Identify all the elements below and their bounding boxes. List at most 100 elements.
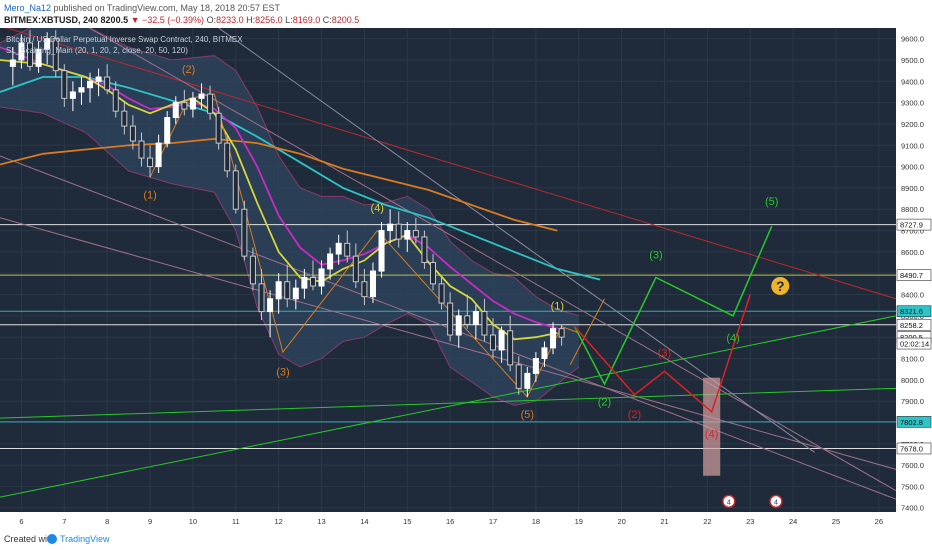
candle-body-22: [198, 93, 205, 99]
series-line-1: [0, 137, 558, 232]
candle-body-21: [189, 97, 196, 110]
time-tick-label-6: 12: [274, 517, 282, 526]
price-tick-label-20: 7600.0: [901, 461, 924, 470]
price-tick-label-4: 9200.0: [901, 120, 924, 129]
candle-body-14: [129, 125, 136, 142]
author-link[interactable]: Mero_Na12: [4, 3, 52, 13]
candle-body-2: [27, 42, 34, 67]
price-tick-label-1: 9500.0: [901, 56, 924, 65]
wave-label-9: (5): [765, 196, 778, 208]
candle-body-39: [344, 242, 351, 257]
candle-body-26: [232, 170, 239, 210]
candle-body-15: [138, 140, 145, 159]
time-axis[interactable]: 6 7 8 9 10 11 12 13 14 15 16 17 18 19 20 21 22 23 24 25 26: [0, 512, 932, 530]
candle-body-32: [284, 281, 291, 300]
close-label: C:: [322, 15, 332, 25]
price-change: ▼ −32.5 (−0.39%): [130, 15, 205, 25]
candle-body-38: [335, 242, 342, 255]
time-tick-label-10: 16: [446, 517, 454, 526]
candle-body-46: [404, 230, 411, 240]
candle-body-3: [35, 48, 42, 67]
price-badge-label-3: 8258.2: [900, 321, 923, 330]
price-badge-5: [896, 337, 932, 350]
close-value: 8200.5: [331, 15, 360, 25]
created-with-text: Created with: [4, 534, 55, 544]
candle-body-1: [18, 42, 25, 61]
wave-label-8: (4): [726, 332, 739, 344]
price-axis[interactable]: 9600.0 9500.0 9400.0 9300.0 9200.0 9100.0 9000…: [896, 28, 932, 530]
question-badge-icon: [771, 276, 790, 295]
candle-body-16: [147, 157, 154, 168]
candle-body-62: [541, 347, 548, 359]
wave-label-4: (5): [521, 409, 534, 421]
time-tick-label-5: 11: [232, 517, 240, 526]
wave-label-3: (4): [371, 202, 384, 214]
candle-body-18: [164, 117, 171, 144]
last-price: 8200.5: [100, 15, 129, 25]
candle-body-5: [52, 38, 59, 72]
publish-info: Mero_Na12 published on TradingView.com, …: [4, 3, 280, 13]
time-tick-label-8: 14: [360, 517, 368, 526]
tradingview-logo-icon: [47, 534, 57, 544]
time-tick-label-17: 23: [746, 517, 754, 526]
time-tick-label-3: 9: [148, 517, 152, 526]
price-tick-label-0: 9600.0: [901, 35, 924, 44]
candle-body-56: [490, 334, 497, 351]
price-tick-label-6: 9000.0: [901, 163, 924, 172]
candle-body-20: [181, 102, 188, 110]
candle-body-24: [215, 112, 222, 144]
price-tick-label-17: 7900.0: [901, 397, 924, 406]
candle-body-53: [464, 315, 471, 325]
question-mark-text: ?: [776, 278, 785, 294]
price-badge-label-0: 8727.9: [900, 221, 923, 230]
price-tick-label-21: 7500.0: [901, 482, 924, 491]
candles: [9, 30, 565, 397]
price-badge-6: [896, 416, 932, 428]
price-tick-label-16: 8000.0: [901, 376, 924, 385]
price-badge-label-6: 7802.8: [900, 418, 923, 427]
candle-body-60: [524, 372, 531, 389]
wave-label-12: (4): [705, 428, 718, 440]
time-tick-label-14: 20: [617, 517, 625, 526]
bollinger-upper-line: [0, 28, 579, 317]
trend-line-1: [88, 28, 897, 492]
price-tick-label-22: 7400.0: [901, 504, 924, 513]
price-chart[interactable]: (1) (2) (3) (4) (5) (1) (2) (3) (4) (5) (2) (3) (4)?…: [0, 28, 932, 530]
candle-body-59: [515, 364, 522, 389]
candle-body-51: [447, 302, 454, 336]
time-tick-label-2: 8: [105, 517, 109, 526]
tradingview-link[interactable]: TradingView: [60, 534, 110, 544]
candle-body-9: [87, 80, 94, 89]
candle-body-44: [387, 223, 394, 232]
price-badge-0: [896, 218, 932, 231]
candle-body-41: [361, 281, 368, 298]
candle-body-37: [327, 253, 334, 270]
candle-body-35: [309, 276, 316, 287]
candle-body-12: [112, 89, 119, 112]
price-badge-label-7: 7678.0: [900, 444, 923, 453]
price-tick-label-15: 8100.0: [901, 354, 924, 363]
time-tick-label-20: 26: [875, 517, 883, 526]
candle-body-11: [104, 76, 111, 91]
candle-body-48: [421, 236, 428, 264]
bollinger-lower-line: [0, 106, 580, 406]
low-value: 8169.0: [292, 15, 321, 25]
event-badge-icon-1: [769, 494, 783, 509]
wave-scenario-bearish: [573, 294, 751, 414]
series-line-2: [0, 46, 558, 330]
price-tick-label-10: 8600.0: [901, 248, 924, 257]
price-tick-label-7: 8900.0: [901, 184, 924, 193]
price-badge-1: [896, 269, 932, 281]
chart-area[interactable]: (1) (2) (3) (4) (5) (1) (2) (3) (4) (5) (2) (3) (4)?…: [0, 28, 932, 530]
series-line-3: [0, 59, 558, 341]
candle-body-58: [507, 330, 514, 366]
target-box: [703, 377, 721, 476]
candle-body-50: [438, 283, 445, 304]
price-tick-label-12: 8400.0: [901, 291, 924, 300]
candle-body-29: [258, 283, 265, 313]
published-text: published on TradingView.com, May 18, 20…: [53, 3, 281, 13]
candle-body-63: [550, 328, 557, 349]
price-tick-label-9: 8700.0: [901, 227, 924, 236]
candle-body-30: [267, 298, 274, 313]
candle-body-47: [412, 230, 419, 238]
